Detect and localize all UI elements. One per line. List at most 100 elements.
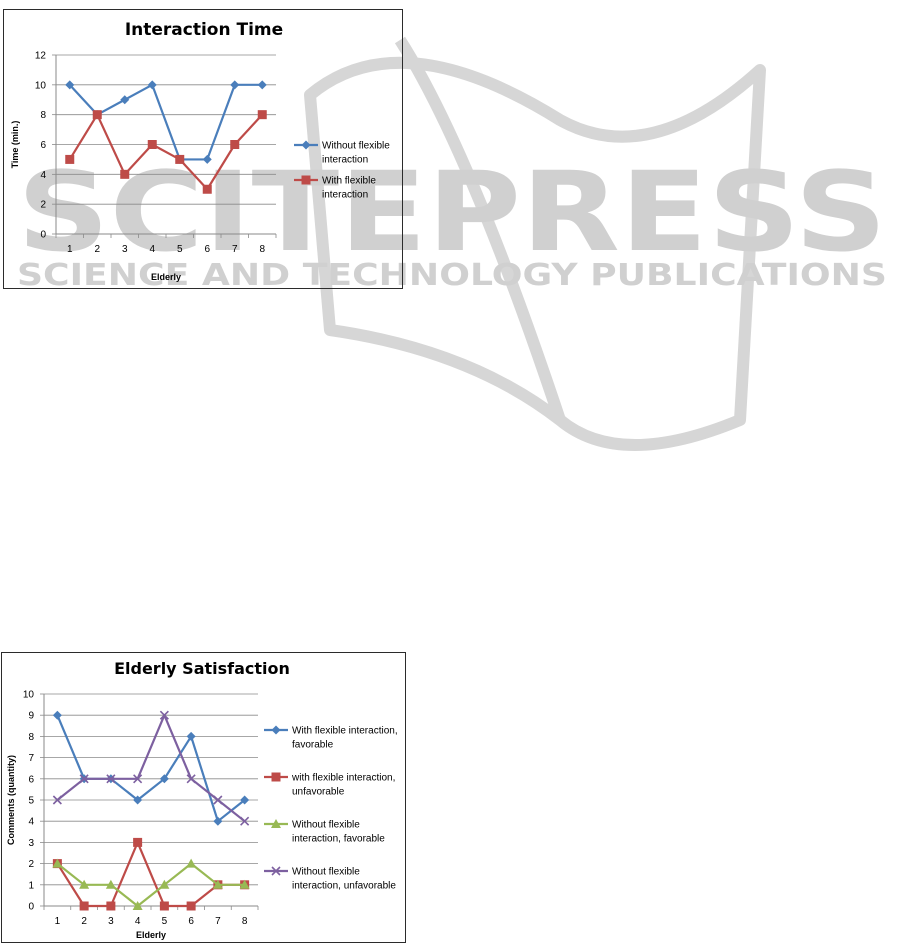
interaction-time-x-tick-label: 2: [94, 244, 100, 255]
elderly-satisfaction-legend-label: With flexible interaction, favorable: [292, 726, 398, 751]
elderly-satisfaction-series-1-point: [159, 774, 169, 784]
elderly-satisfaction-y-tick-label: 3: [28, 838, 34, 849]
elderly-satisfaction-legend-label: Without flexible interaction, favorable: [292, 820, 385, 845]
interaction-time-series-2-point: [175, 154, 185, 164]
elderly-satisfaction-legend-marker: [271, 819, 281, 828]
elderly-satisfaction-legend-entry-1: With flexible interaction, favorable: [264, 725, 398, 751]
elderly-satisfaction-y-tick-label: 6: [28, 774, 34, 785]
elderly-satisfaction-legend-label-line: Without flexible: [292, 820, 360, 831]
elderly-satisfaction-y-tick-label: 10: [23, 690, 35, 701]
elderly-satisfaction-series-3-point: [159, 879, 170, 889]
interaction-time-x-tick-label: 5: [177, 244, 183, 255]
elderly-satisfaction-x-tick-label: 7: [215, 916, 221, 927]
elderly-satisfaction-series-3-point: [212, 879, 223, 889]
elderly-satisfaction-x-tick-label: 5: [162, 916, 168, 927]
interaction-time-y-tick-label: 12: [35, 51, 47, 62]
elderly-satisfaction-x-tick-label: 8: [242, 916, 248, 927]
elderly-satisfaction-legend-marker: [271, 772, 281, 782]
elderly-satisfaction-series-3-point: [52, 858, 63, 868]
interaction-time-legend-marker: [301, 140, 311, 150]
interaction-time-y-tick-label: 2: [40, 200, 46, 211]
interaction-time-series-2-point: [120, 169, 130, 179]
interaction-time-series-2-point: [65, 154, 75, 164]
interaction-time-legend-label-line: interaction: [322, 155, 368, 166]
elderly-satisfaction-y-tick-label: 7: [28, 753, 34, 764]
elderly-satisfaction-chart: Elderly Satisfaction 0 1 2 3 4 5 6 7 8 9 10 1 2 3 4 5 6 7 8…: [1, 652, 406, 943]
interaction-time-y-tick-label: 0: [40, 230, 46, 241]
interaction-time-y-tick-label: 8: [40, 110, 46, 121]
interaction-time-series-2-line: [68, 113, 264, 191]
elderly-satisfaction-series-3-point: [239, 879, 250, 889]
elderly-satisfaction-series-4-point: [133, 774, 143, 784]
elderly-satisfaction-series-1-line: [56, 714, 246, 823]
interaction-time-series-1-line: [68, 83, 263, 161]
interaction-time-series-1-point: [257, 80, 267, 90]
elderly-satisfaction-y-tick-label: 1: [28, 880, 34, 891]
interaction-time-series-1-point: [202, 154, 212, 164]
interaction-time-x-tick-label: 3: [122, 244, 128, 255]
elderly-satisfaction-legend-label-line: favorable: [292, 740, 334, 751]
interaction-time-series-2-point: [257, 110, 267, 120]
elderly-satisfaction-legend-entry-3: Without flexible interaction, favorable: [264, 819, 385, 845]
elderly-satisfaction-series-1-point: [52, 710, 62, 720]
elderly-satisfaction-y-tick-label: 9: [28, 711, 34, 722]
interaction-time-series-1-point: [147, 80, 157, 90]
elderly-satisfaction-series-4-point: [52, 795, 62, 805]
elderly-satisfaction-series-4: [52, 710, 250, 826]
interaction-time-series-2: [65, 110, 267, 194]
elderly-satisfaction-legend-entry-4: Without flexible interaction, unfavorable: [264, 866, 396, 892]
elderly-satisfaction-series-4-point: [213, 795, 223, 805]
elderly-satisfaction-y-tick-label: 2: [28, 859, 34, 870]
interaction-time-y-tick-label: 10: [35, 80, 47, 91]
elderly-satisfaction-legend-label: with flexible interaction, unfavorable: [291, 773, 395, 798]
elderly-satisfaction-x-tick-label: 1: [55, 916, 61, 927]
elderly-satisfaction-series-1-point: [133, 795, 143, 805]
interaction-time-series-2-point: [202, 184, 212, 194]
elderly-satisfaction-series-1-point: [186, 731, 196, 741]
elderly-satisfaction-series-2: [52, 837, 250, 911]
elderly-satisfaction-legend-label-line: Without flexible: [292, 867, 360, 878]
elderly-satisfaction-legend-marker: [271, 866, 281, 876]
elderly-satisfaction-y-tick-label: 0: [28, 902, 34, 913]
interaction-time-series-1-point: [120, 95, 130, 105]
elderly-satisfaction-series-1: [52, 710, 250, 826]
interaction-time-series-1-point: [65, 80, 75, 90]
elderly-satisfaction-legend-label-line: unfavorable: [292, 787, 345, 798]
interaction-time-series-1-point: [230, 80, 240, 90]
interaction-time-x-tick-label: 6: [204, 244, 210, 255]
elderly-satisfaction-legend-entry-2: with flexible interaction, unfavorable: [264, 772, 395, 798]
elderly-satisfaction-series-4-point: [106, 774, 116, 784]
elderly-satisfaction-x-axis-label: Elderly: [136, 930, 166, 940]
interaction-time-legend-entry-2: With flexible interaction: [294, 175, 376, 201]
interaction-time-legend-label: Without flexible interaction: [322, 141, 390, 166]
elderly-satisfaction-series-2-point: [186, 901, 196, 911]
elderly-satisfaction-series-4-point: [186, 774, 196, 784]
interaction-time-series-2-point: [230, 140, 240, 149]
interaction-time-legend-label-line: With flexible: [322, 176, 376, 187]
elderly-satisfaction-series-2-point: [106, 901, 116, 911]
interaction-time-y-tick-label: 4: [40, 170, 46, 181]
elderly-satisfaction-x-tick-label: 3: [108, 916, 114, 927]
elderly-satisfaction-x-tick-label: 2: [81, 916, 87, 927]
elderly-satisfaction-y-tick-label: 5: [28, 796, 34, 807]
elderly-satisfaction-series-1-point: [240, 795, 250, 805]
interaction-time-x-tick-label: 8: [259, 244, 265, 255]
elderly-satisfaction-series-4-line: [56, 714, 246, 823]
interaction-time-chart: Interaction Time 0 2 4 6 8 10 12 1 2 3 4 5 6 7 8 Elderly…: [3, 9, 403, 289]
elderly-satisfaction-svg: Elderly Satisfaction 0 1 2 3 4 5 6 7 8 9 10 1 2 3 4 5 6 7 8…: [6, 659, 398, 940]
interaction-time-x-tick-label: 7: [232, 244, 238, 255]
elderly-satisfaction-series-3-point: [186, 858, 197, 868]
elderly-satisfaction-series-4-point: [159, 710, 169, 720]
interaction-time-series-2-point: [147, 140, 157, 149]
elderly-satisfaction-series-4-point: [240, 816, 250, 826]
elderly-satisfaction-legend-label: Without flexible interaction, unfavorable: [292, 867, 396, 892]
elderly-satisfaction-series-1-point: [213, 816, 223, 826]
elderly-satisfaction-y-tick-label: 8: [28, 732, 34, 743]
interaction-time-legend-label-line: interaction: [322, 190, 368, 201]
elderly-satisfaction-series-3-point: [132, 901, 143, 910]
interaction-time-legend-entry-1: Without flexible interaction: [294, 140, 390, 166]
interaction-time-y-axis-label: Time (min.): [10, 121, 20, 169]
interaction-time-x-axis-label: Elderly: [151, 272, 181, 282]
elderly-satisfaction-x-tick-label: 6: [188, 916, 194, 927]
